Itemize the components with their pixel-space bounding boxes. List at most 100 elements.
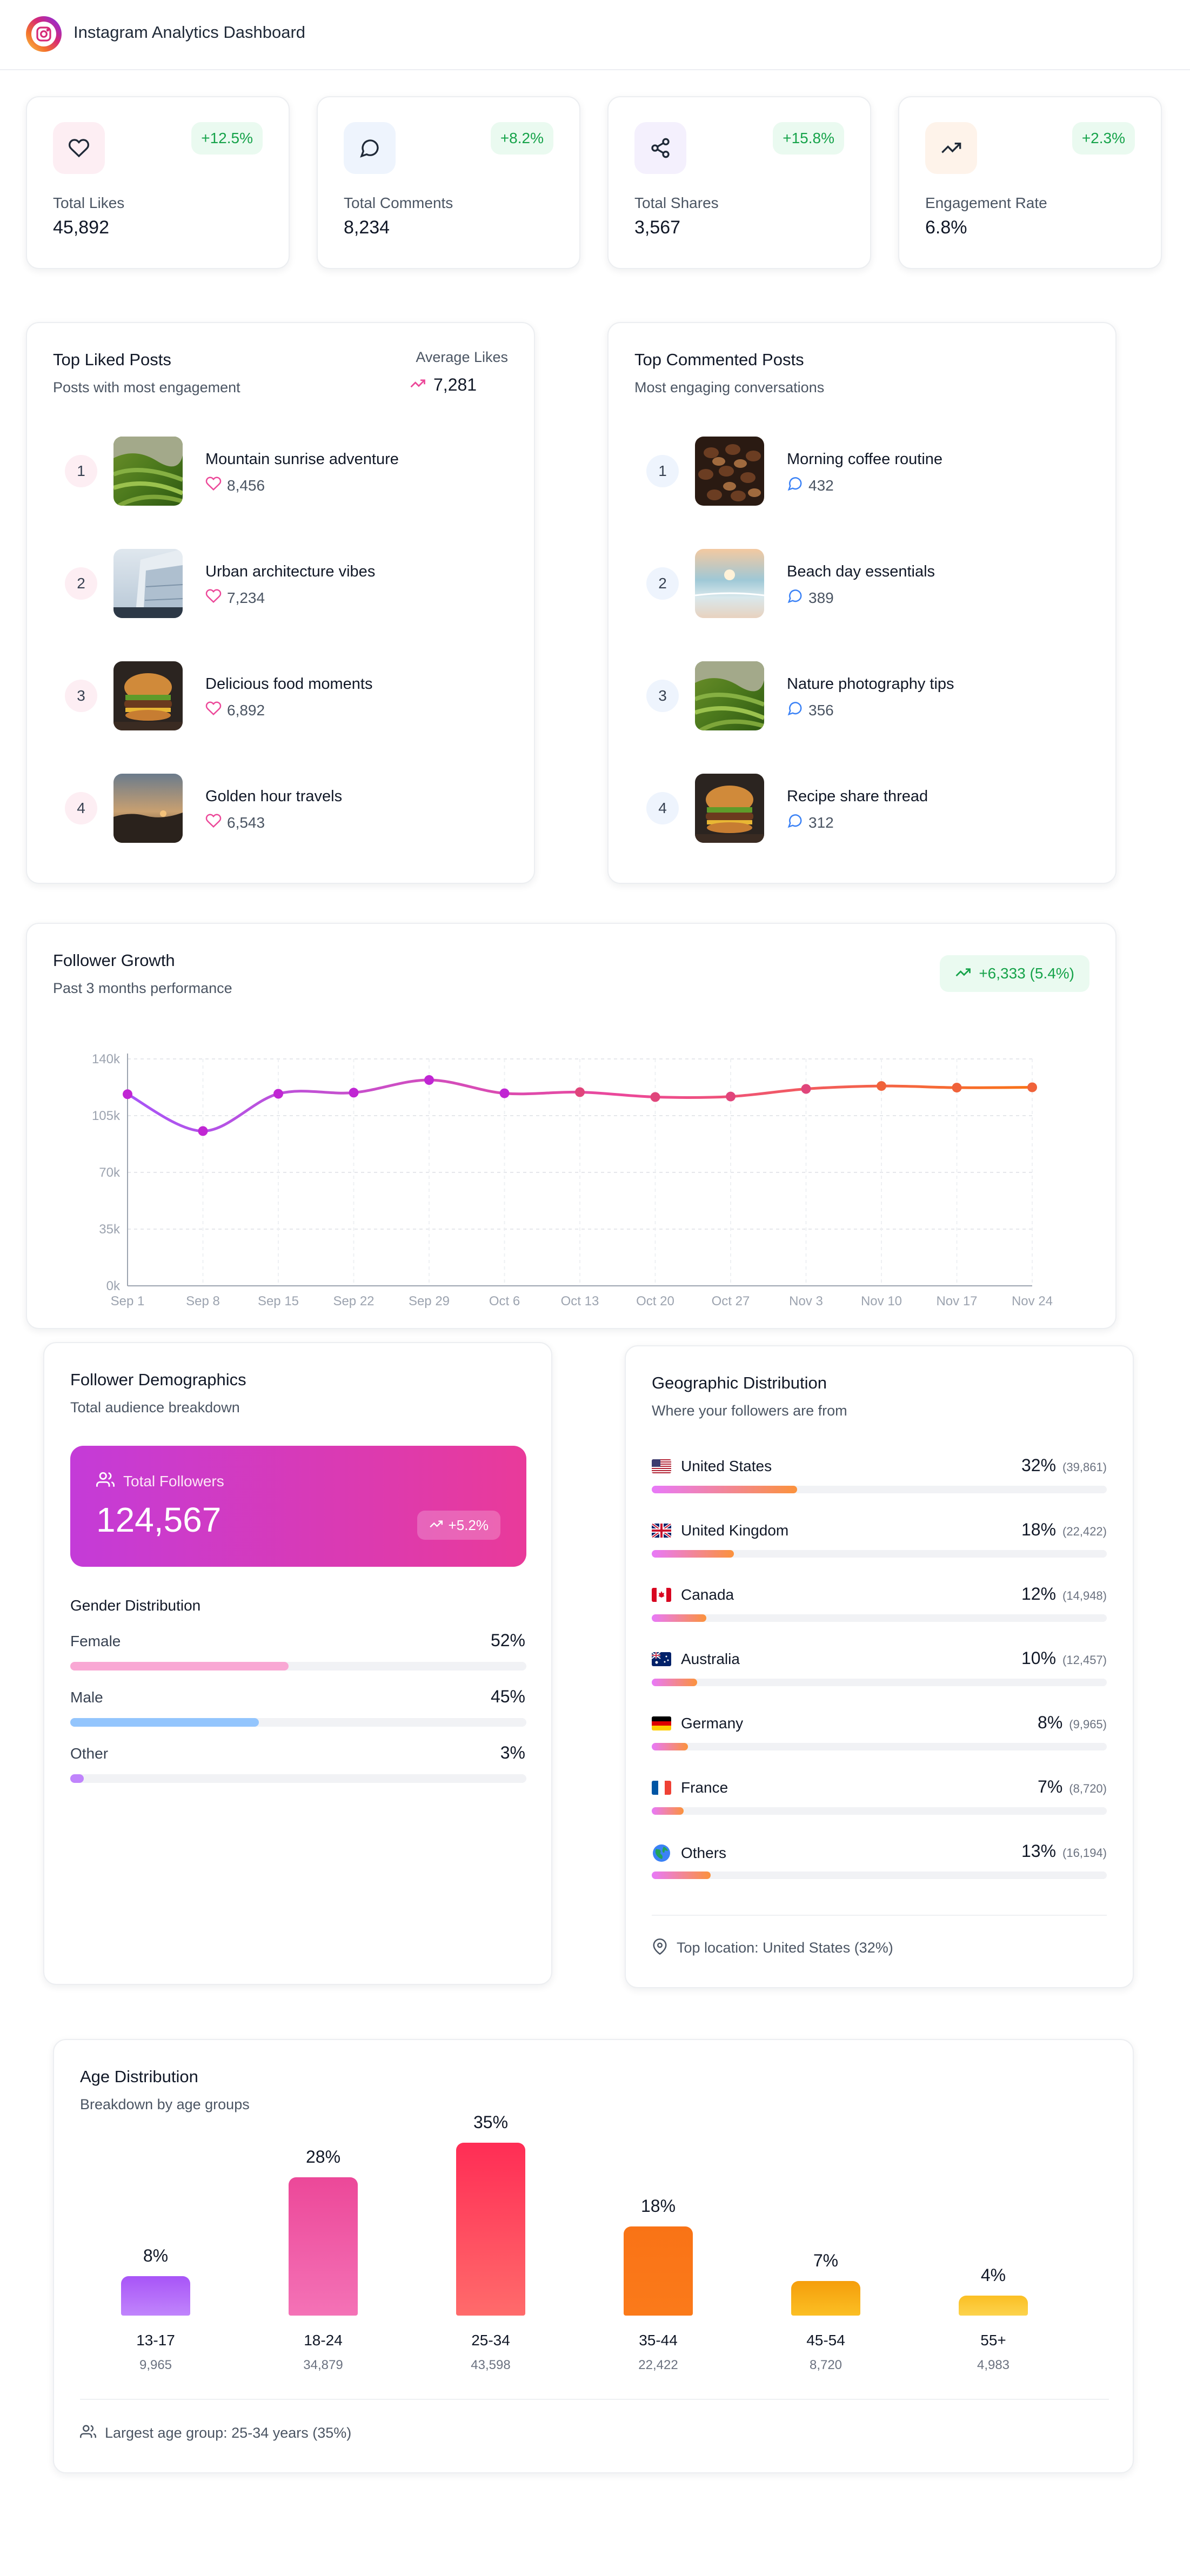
stat-card-engagement[interactable]: +2.3% Engagement Rate 6.8% xyxy=(898,96,1162,269)
age-group-bar[interactable] xyxy=(289,2177,358,2316)
stat-card-shares[interactable]: +15.8% Total Shares 3,567 xyxy=(607,96,871,269)
data-point[interactable] xyxy=(273,1089,283,1099)
rank-badge: 4 xyxy=(65,792,97,824)
growth-badge-text: +6,333 (5.4%) xyxy=(979,965,1074,982)
country-name: United Kingdom xyxy=(681,1522,789,1539)
data-point[interactable] xyxy=(499,1088,510,1098)
geo-country-uk[interactable]: United Kingdom xyxy=(652,1522,788,1539)
card-title: Follower Demographics xyxy=(70,1370,246,1389)
total-followers-label-row: Total Followers xyxy=(96,1471,224,1492)
list-item[interactable]: 3 Nature photography tips 356 xyxy=(646,661,1089,730)
country-bar-track xyxy=(652,1807,1107,1815)
trending-up-icon xyxy=(429,1517,443,1534)
age-group-bar[interactable] xyxy=(456,2143,525,2316)
total-followers-value: 124,567 xyxy=(96,1500,222,1539)
comments-value: 432 xyxy=(808,477,834,494)
stat-value: 8,234 xyxy=(344,217,390,238)
rank-badge: 4 xyxy=(646,792,679,824)
followers-change-value: +5.2% xyxy=(448,1517,489,1533)
follower-growth-chart[interactable]: 0k 35k 70k 105k 140k Sep 1 Sep 8 Sep 15 Sep 22 Se… xyxy=(27,1016,1118,1318)
geo-country-globe[interactable]: Others xyxy=(652,1843,726,1863)
age-group-bar[interactable] xyxy=(121,2276,190,2316)
list-item[interactable]: 1 Mountain sunrise adventure 8,456 xyxy=(65,437,508,506)
age-group-bar[interactable] xyxy=(624,2226,693,2316)
list-item[interactable]: 4 Golden hour travels 6,543 xyxy=(65,774,508,843)
data-point[interactable] xyxy=(349,1088,359,1098)
stat-label: Total Likes xyxy=(53,194,125,211)
stat-label: Engagement Rate xyxy=(925,194,1047,211)
comments-value: 356 xyxy=(808,701,834,719)
country-pct: 7% xyxy=(1038,1777,1063,1796)
stat-card-comments[interactable]: +8.2% Total Comments 8,234 xyxy=(317,96,580,269)
age-group-label: 45-54 xyxy=(806,2332,845,2349)
post-thumbnail[interactable] xyxy=(113,437,183,506)
post-thumbnail[interactable] xyxy=(695,661,764,730)
country-bar-fill xyxy=(652,1486,798,1493)
country-share: 7% (8,720) xyxy=(1038,1777,1107,1797)
x-tick-label: Sep 22 xyxy=(333,1294,374,1309)
users-icon xyxy=(80,2424,97,2443)
country-bar-track xyxy=(652,1550,1107,1558)
country-count: (39,861) xyxy=(1062,1460,1107,1474)
data-point[interactable] xyxy=(801,1084,811,1094)
data-point[interactable] xyxy=(575,1087,585,1097)
comment-icon xyxy=(344,122,396,174)
geo-country-au[interactable]: Australia xyxy=(652,1651,740,1668)
stat-card-likes[interactable]: +12.5% Total Likes 45,892 xyxy=(26,96,290,269)
comment-icon xyxy=(787,475,803,495)
top-commented-posts-card: Top Commented Posts Most engaging conver… xyxy=(607,322,1117,884)
geo-country-fr[interactable]: France xyxy=(652,1779,728,1796)
post-thumbnail[interactable] xyxy=(695,549,764,618)
age-group-bar[interactable] xyxy=(959,2296,1028,2316)
post-thumbnail[interactable] xyxy=(695,774,764,843)
data-point[interactable] xyxy=(650,1092,660,1102)
geo-country-de[interactable]: Germany xyxy=(652,1715,743,1732)
post-thumbnail[interactable] xyxy=(113,774,183,843)
geo-country-us[interactable]: United States xyxy=(652,1458,772,1475)
data-point[interactable] xyxy=(877,1081,886,1091)
age-group-label: 13-17 xyxy=(136,2332,175,2349)
country-bar-fill xyxy=(652,1679,698,1686)
comments-count: 432 xyxy=(787,475,834,495)
country-pct: 12% xyxy=(1021,1584,1057,1604)
list-item[interactable]: 3 Delicious food moments 6,892 xyxy=(65,661,508,730)
heart-icon xyxy=(205,700,222,720)
data-point[interactable] xyxy=(424,1075,434,1085)
age-group-bar[interactable] xyxy=(791,2281,860,2316)
likes-count: 8,456 xyxy=(205,475,265,495)
x-tick-label: Oct 20 xyxy=(636,1294,674,1309)
list-item[interactable]: 2 Urban architecture vibes 7,234 xyxy=(65,549,508,618)
data-point[interactable] xyxy=(198,1126,208,1136)
age-group-pct: 28% xyxy=(305,2147,341,2166)
data-point[interactable] xyxy=(123,1089,132,1099)
country-name: France xyxy=(681,1779,728,1796)
rank-badge: 1 xyxy=(646,455,679,487)
comment-icon xyxy=(787,813,803,833)
post-title: Delicious food moments xyxy=(205,675,373,693)
heart-icon xyxy=(53,122,105,174)
list-item[interactable]: 2 Beach day essentials 389 xyxy=(646,549,1089,618)
total-followers-panel: Total Followers 124,567 +5.2% xyxy=(70,1446,526,1567)
country-name: Others xyxy=(681,1844,727,1861)
data-point[interactable] xyxy=(952,1083,962,1093)
list-item[interactable]: 1 Morning coffee routine 432 xyxy=(646,437,1089,506)
x-tick-label: Sep 8 xyxy=(186,1294,220,1309)
country-bar-track xyxy=(652,1871,1107,1879)
data-point[interactable] xyxy=(726,1091,736,1102)
comments-value: 312 xyxy=(808,814,834,831)
country-bar-track xyxy=(652,1614,1107,1622)
post-title: Recipe share thread xyxy=(787,788,928,805)
list-item[interactable]: 4 Recipe share thread 312 xyxy=(646,774,1089,843)
likes-count: 7,234 xyxy=(205,588,265,608)
country-name: United States xyxy=(681,1458,772,1474)
post-thumbnail[interactable] xyxy=(113,549,183,618)
geo-country-ca[interactable]: Canada xyxy=(652,1586,734,1604)
data-point[interactable] xyxy=(1027,1082,1037,1092)
post-thumbnail[interactable] xyxy=(695,437,764,506)
country-bar-fill xyxy=(652,1871,711,1879)
post-thumbnail[interactable] xyxy=(113,661,183,730)
comment-icon xyxy=(787,700,803,720)
country-share: 10% (12,457) xyxy=(1021,1648,1107,1668)
stat-value: 3,567 xyxy=(634,217,681,238)
age-group-pct: 7% xyxy=(813,2251,839,2270)
